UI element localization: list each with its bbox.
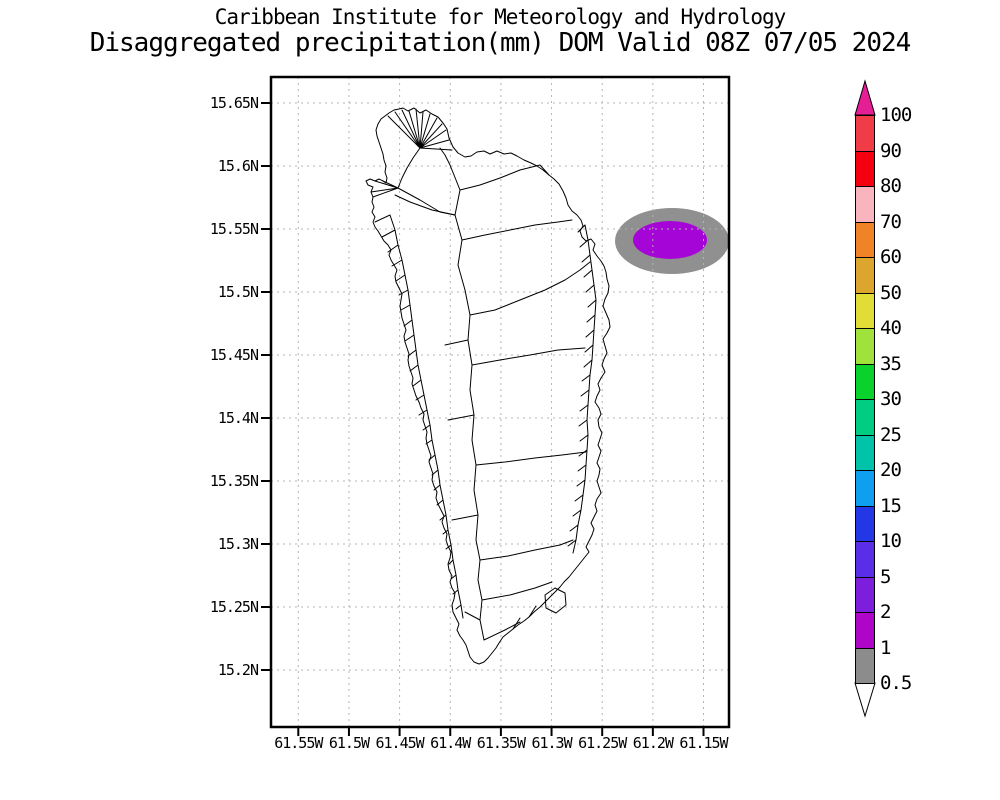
colorbar-segment bbox=[855, 612, 875, 649]
lon-label: 61.45W bbox=[375, 734, 425, 752]
product-title: Disaggregated precipitation(mm) DOM Vali… bbox=[89, 28, 912, 58]
colorbar-segment bbox=[855, 576, 875, 613]
colorbar-above-max-arrow bbox=[854, 79, 876, 116]
institute-title: Caribbean Institute for Meteorology and … bbox=[214, 5, 787, 29]
lat-label: 15.3N bbox=[217, 535, 259, 553]
colorbar-tick-label: 35 bbox=[880, 352, 902, 375]
precip-inner-contour bbox=[633, 221, 707, 259]
dominica-coastline bbox=[365, 107, 611, 665]
lat-label: 15.45N bbox=[209, 346, 259, 364]
colorbar-segment bbox=[855, 363, 875, 400]
lon-label: 61.55W bbox=[274, 734, 323, 752]
colorbar-segment bbox=[855, 221, 875, 258]
colorbar-segment bbox=[855, 647, 875, 684]
lat-label: 15.2N bbox=[217, 661, 259, 679]
colorbar-segment bbox=[855, 399, 875, 436]
colorbar-segment bbox=[855, 434, 875, 471]
latlon-grid bbox=[271, 77, 729, 727]
lon-label: 61.4W bbox=[430, 734, 471, 752]
colorbar-segment bbox=[855, 186, 875, 223]
colorbar-tick-label: 80 bbox=[880, 175, 902, 197]
colorbar-tick-label: 50 bbox=[880, 281, 902, 304]
colorbar-tick-label: 90 bbox=[880, 139, 902, 162]
dominica-island bbox=[365, 107, 611, 665]
colorbar-tick-label: 5 bbox=[880, 565, 891, 588]
watershed-divides bbox=[394, 164, 591, 641]
lon-label: 61.35W bbox=[476, 734, 526, 752]
colorbar-tick-label: 70 bbox=[880, 210, 902, 233]
colorbar-tick-label: 25 bbox=[880, 423, 902, 446]
colorbar-tick-label: 15 bbox=[880, 494, 902, 517]
colorbar-segment bbox=[855, 328, 875, 365]
colorbar-below-min-arrow bbox=[854, 682, 876, 718]
colorbar-segment bbox=[855, 505, 875, 542]
colorbar-tick-label: 20 bbox=[880, 459, 902, 481]
colorbar-tick-label: 40 bbox=[880, 317, 902, 339]
lon-label: 61.25W bbox=[578, 734, 627, 752]
colorbar-segment bbox=[855, 150, 875, 187]
colorbar-tick-label: 30 bbox=[880, 388, 902, 410]
watershed-south-basin bbox=[512, 587, 567, 630]
lat-label: 15.4N bbox=[217, 409, 259, 427]
precipitation-feature bbox=[615, 208, 729, 274]
colorbar-segment bbox=[855, 470, 875, 507]
lon-label: 61.5W bbox=[328, 734, 370, 752]
lat-label: 15.65N bbox=[209, 94, 259, 112]
colorbar-segment bbox=[855, 292, 875, 329]
colorbar-tick-label: 2 bbox=[880, 601, 891, 623]
colorbar-tick-label: 10 bbox=[880, 530, 902, 552]
axis-ticks bbox=[261, 102, 705, 736]
watershed-east-ribs bbox=[567, 224, 597, 554]
lat-label: 15.5N bbox=[217, 283, 259, 301]
colorbar-tick-label: 100 bbox=[880, 104, 912, 126]
lon-label: 61.2W bbox=[632, 734, 674, 752]
watershed-north-fans bbox=[370, 108, 456, 216]
colorbar-tick-label: 1 bbox=[880, 636, 891, 659]
lon-label: 61.3W bbox=[531, 734, 572, 752]
lon-label: 61.15W bbox=[679, 734, 728, 752]
map-frame bbox=[269, 75, 731, 729]
colorbar-segment bbox=[855, 257, 875, 294]
lat-label: 15.35N bbox=[209, 472, 259, 490]
colorbar-tick-label: 60 bbox=[880, 246, 902, 268]
watershed-west-ribs bbox=[374, 214, 464, 619]
colorbar-segment bbox=[855, 541, 875, 578]
colorbar-tick-label: 0.5 bbox=[880, 672, 912, 694]
lat-label: 15.6N bbox=[217, 157, 259, 175]
lat-label: 15.55N bbox=[209, 220, 259, 238]
lat-label: 15.25N bbox=[209, 598, 259, 616]
colorbar-segment bbox=[855, 115, 875, 152]
